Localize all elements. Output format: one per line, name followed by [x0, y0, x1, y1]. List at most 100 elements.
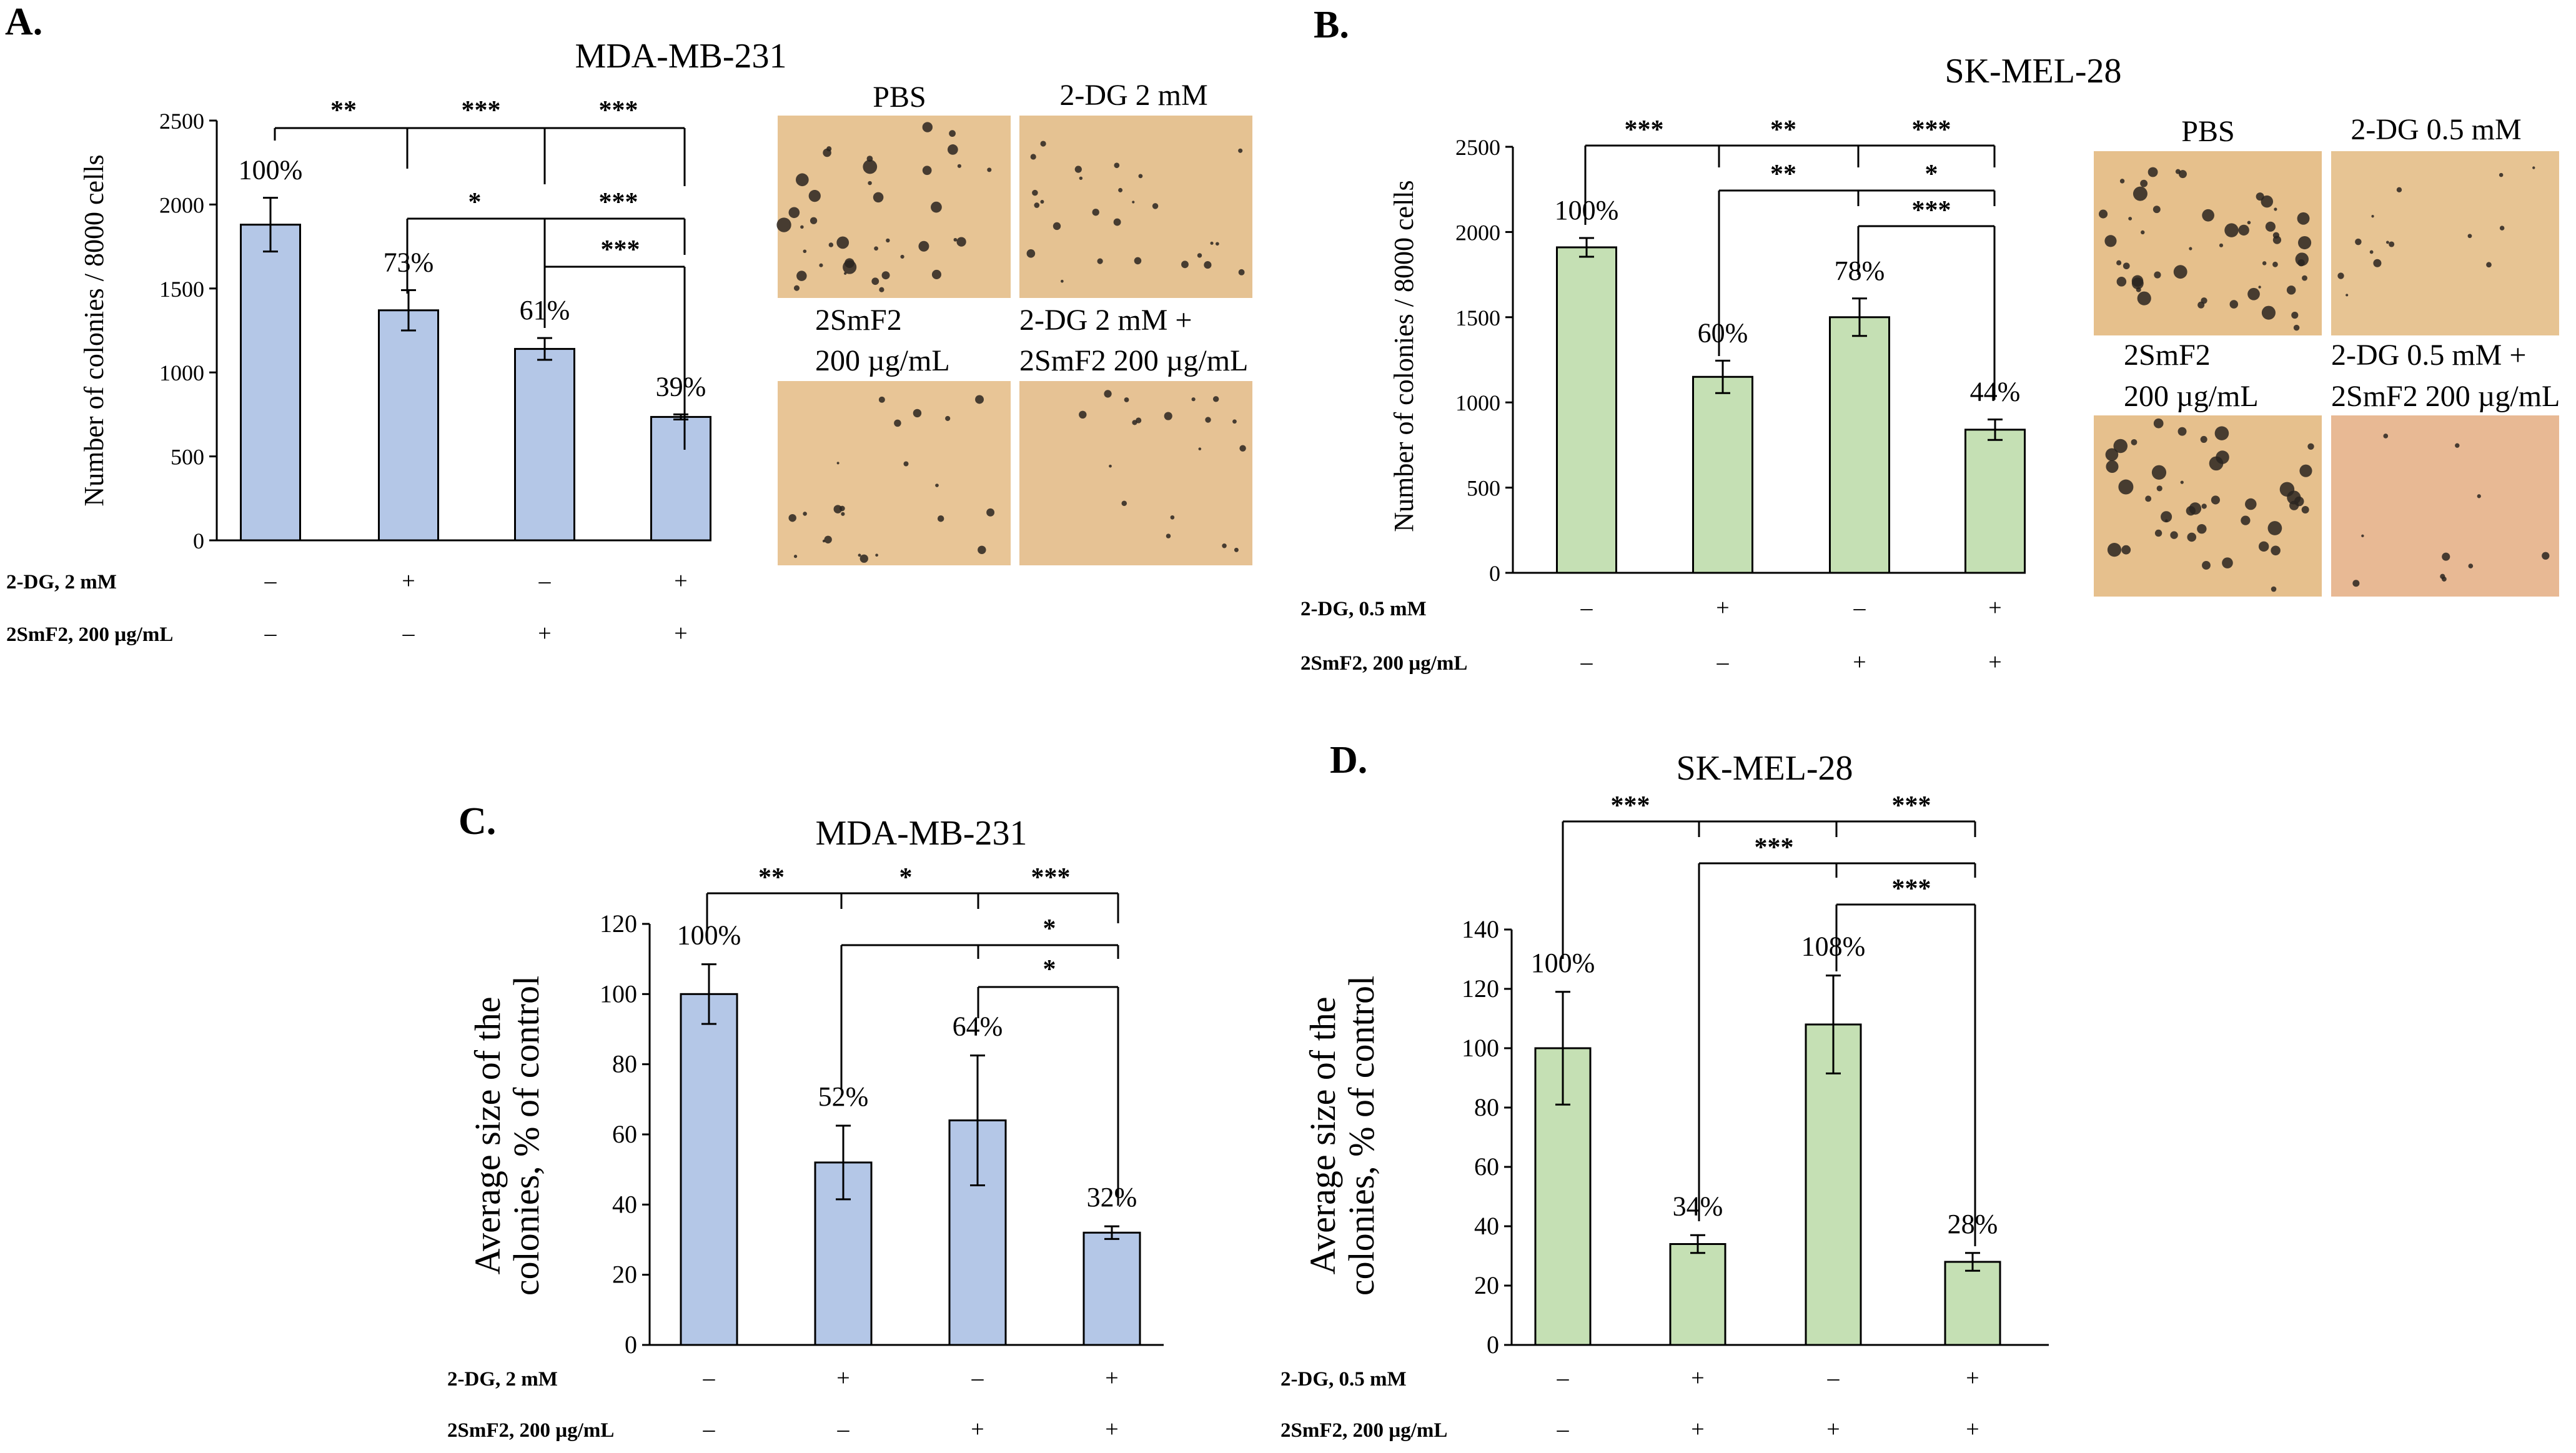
colony-dot [858, 553, 861, 557]
colony-dot [2177, 427, 2187, 436]
error-bar [263, 197, 278, 253]
condition-mark: + [1966, 1416, 1979, 1442]
y-tick-label: 1500 [1455, 305, 1500, 330]
colony-dot [1205, 417, 1211, 423]
colony-dot [2267, 521, 2282, 535]
colony-dot [2121, 545, 2131, 555]
colony-dot [1097, 258, 1103, 264]
bar-4 [1082, 1231, 1141, 1346]
colony-dot [1034, 202, 1040, 208]
colony-dot [2247, 287, 2260, 300]
error-bar [1104, 1225, 1119, 1240]
colony-dot [935, 484, 939, 487]
colony-dot [2477, 494, 2481, 498]
photo-label: 2-DG 0.5 mM [2351, 113, 2521, 146]
colony-dot [1166, 533, 1171, 538]
y-axis-label: Number of colonies / 8000 cells [1389, 180, 1419, 532]
significance-bracket-lines [977, 986, 1119, 1206]
condition-mark: + [674, 568, 687, 594]
photo-label: 2SmF2 [815, 304, 902, 337]
colony-dot [1092, 209, 1099, 216]
colony-dot [2153, 418, 2164, 429]
colony-dot [2170, 531, 2178, 539]
significance-label: ** [1770, 160, 1796, 189]
colony-dot [2307, 443, 2314, 450]
colony-dot [2131, 439, 2138, 445]
colony-dot [2216, 450, 2229, 464]
y-tick-label: 2000 [1455, 220, 1500, 245]
colony-dot [2189, 247, 2192, 250]
colony-dot [2116, 277, 2127, 287]
y-axis-label: colonies, % of control [1341, 976, 1382, 1296]
significance-label: * [1043, 955, 1056, 984]
colony-dot [808, 189, 821, 202]
y-tick-label: 60 [612, 1120, 637, 1148]
bar-1 [1556, 246, 1617, 574]
chart-a: MDA-MB-231 Number of colonies / 8000 cell… [6, 37, 787, 647]
colony-dot [873, 192, 884, 203]
y-tick-label: 60 [1474, 1153, 1499, 1181]
colony-dot [2291, 311, 2299, 319]
colony-dot [987, 167, 992, 172]
colony-dot [793, 555, 798, 558]
colony-dot [2455, 443, 2460, 448]
colony-dot [2355, 238, 2362, 245]
colony-dot [2337, 272, 2344, 279]
colony-dot [2396, 187, 2402, 193]
error-bar [673, 413, 688, 420]
colony-dot [956, 237, 966, 247]
y-axis-label: colonies, % of control [506, 976, 547, 1296]
colony-dot [1026, 249, 1036, 258]
colony-dot [1053, 222, 1061, 231]
colony-dot [1238, 148, 1243, 153]
colony-dot [1079, 410, 1087, 419]
colony-dot [2123, 262, 2130, 270]
colony-photo [2331, 415, 2559, 597]
condition-mark: – [402, 620, 415, 647]
colony-dot [796, 173, 809, 187]
colony-dot [937, 515, 944, 522]
condition-mark: + [402, 568, 415, 594]
colony-dot [828, 242, 834, 247]
significance-label: *** [1892, 791, 1931, 820]
colony-dot [1239, 445, 1246, 452]
colony-dot [2294, 496, 2304, 507]
colony-photo [1019, 381, 1252, 565]
bar-2 [1669, 1243, 1726, 1346]
error-bar [1555, 991, 1570, 1106]
condition-mark: + [1691, 1416, 1704, 1442]
y-tick-label: 100 [1462, 1034, 1499, 1062]
significance-label: *** [1611, 791, 1650, 820]
colony-dot [1114, 162, 1120, 169]
condition-label: 2-DG, 2 mM [6, 571, 117, 593]
y-tick-label: 1500 [159, 277, 204, 302]
colony-photo [776, 116, 1011, 298]
colony-dot [2154, 529, 2162, 537]
colony-dot [2118, 479, 2134, 495]
colony-dot [1181, 260, 1189, 269]
colony-dot [2293, 324, 2300, 331]
colony-dot [1238, 269, 1245, 275]
significance-bracket-lines [1835, 903, 1976, 1246]
condition-mark: – [264, 620, 277, 647]
significance-label: * [1925, 160, 1938, 189]
y-tick-label: 20 [1474, 1271, 1499, 1299]
value-label: 100% [677, 920, 741, 951]
colony-dot [2369, 250, 2374, 254]
condition-label: 2SmF2, 200 µg/mL [1281, 1419, 1447, 1442]
colony-dot [2154, 271, 2161, 279]
panel-letter-a: A. [5, 1, 42, 43]
colony-photo [2094, 415, 2322, 597]
colony-dot [2468, 563, 2474, 568]
significance-label: * [899, 863, 913, 892]
colony-dot [824, 535, 832, 543]
colony-dot [2279, 482, 2295, 497]
colony-dot [2286, 285, 2296, 295]
y-axis-label: Number of colonies / 8000 cells [79, 154, 109, 506]
colony-dot [1210, 241, 1214, 245]
photo-plate [1019, 116, 1252, 298]
significance-bracket-lines [1857, 225, 1996, 400]
colony-dot [800, 225, 804, 229]
colony-dot [1234, 547, 1239, 552]
colony-dot [2542, 552, 2550, 560]
